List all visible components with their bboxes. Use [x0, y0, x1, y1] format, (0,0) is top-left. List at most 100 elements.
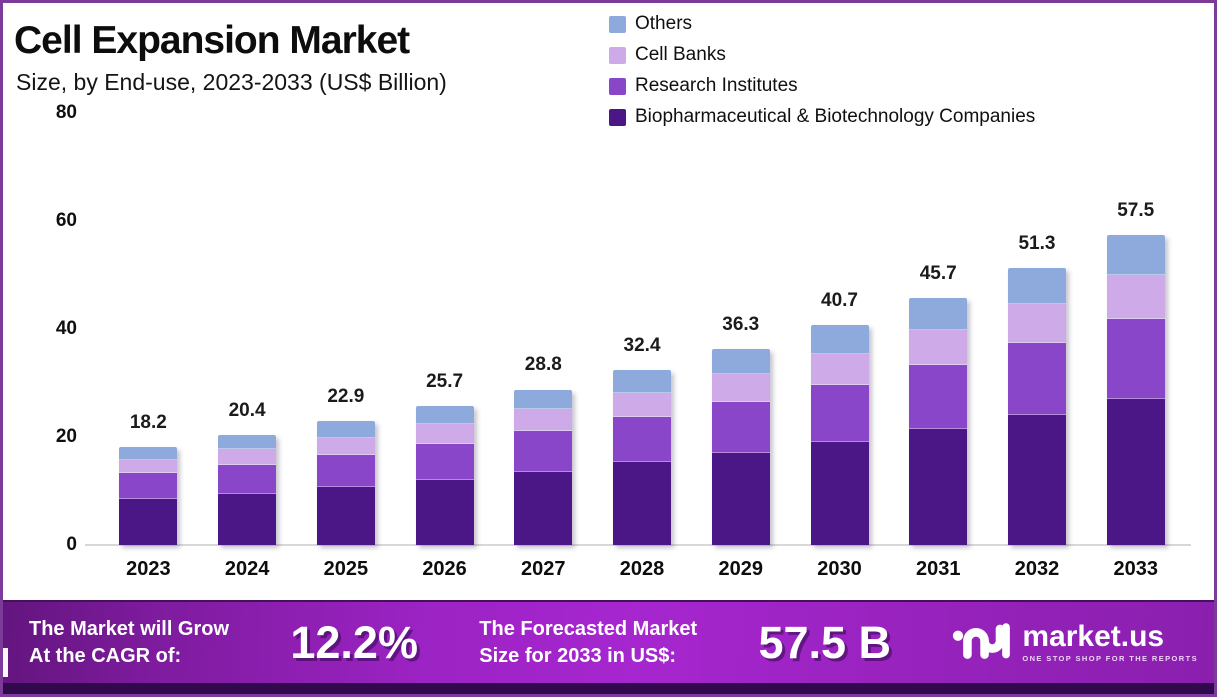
legend-swatch — [609, 15, 626, 33]
legend-swatch — [609, 108, 626, 126]
x-axis-label: 2024 — [224, 558, 270, 580]
legend-item: Biopharmaceutical & Biotechnology Compan… — [609, 106, 1035, 128]
bar-total-label: 57.5 — [1117, 199, 1155, 221]
legend-swatch — [609, 77, 626, 95]
bar-segment-cell-banks — [1106, 275, 1165, 319]
bar-stack — [1106, 234, 1165, 545]
logo-brand-name: market.us — [1022, 620, 1165, 653]
bar-stack — [415, 406, 474, 545]
legend-item: Others — [609, 13, 1035, 35]
forecast-text-line1: The Forecasted Market — [479, 617, 698, 640]
bar-segment-cell-banks — [415, 424, 474, 444]
banner-bottom-strip — [3, 683, 1214, 694]
y-tick-label: 60 — [55, 210, 77, 231]
bar-stack — [514, 389, 573, 545]
page-subtitle: Size, by End-use, 2023-2033 (US$ Billion… — [16, 69, 447, 95]
footer-banner: The Market will Grow At the CAGR of: 12.… — [3, 600, 1214, 694]
bar-segment-biopharmaceutical-biotechnology-companies — [119, 498, 178, 545]
logo-swirl-icon — [952, 617, 1012, 668]
bar-total-label: 40.7 — [821, 290, 858, 312]
chart-legend: Others Cell Banks Research Institutes Bioph… — [609, 13, 1035, 137]
y-tick-label: 40 — [55, 318, 77, 339]
logo-tagline: ONE STOP SHOP FOR THE REPORTS — [1022, 654, 1198, 663]
bar-group: 25.7 2026 — [395, 113, 494, 580]
cagr-text-line1: The Market will Grow — [29, 617, 230, 640]
bar-total-label: 28.8 — [524, 354, 562, 376]
legend-label: Biopharmaceutical & Biotechnology Compan… — [635, 106, 1036, 127]
bar-stack — [218, 434, 277, 545]
x-axis-label: 2028 — [619, 558, 665, 580]
x-axis-label: 2029 — [718, 558, 764, 580]
bar-segment-cell-banks — [1007, 304, 1066, 344]
y-axis: 0 20 40 60 80 — [3, 102, 77, 555]
bar-segment-others — [415, 406, 474, 425]
x-axis-label: 2031 — [915, 558, 961, 580]
cagr-value: 12.2% — [290, 616, 418, 668]
plot-area: 18.2 2023 20.4 2024 22.9 2025 25.7 2026 28.8 2027… — [85, 113, 1191, 580]
bar-segment-research-institutes — [909, 364, 968, 429]
bar-segment-cell-banks — [909, 330, 968, 365]
y-tick-label: 80 — [55, 102, 77, 123]
bar-segment-cell-banks — [711, 374, 770, 402]
bar-segment-research-institutes — [415, 443, 474, 480]
bar-segment-others — [218, 434, 277, 450]
bar-segment-cell-banks — [119, 459, 178, 474]
bar-total-label: 32.4 — [623, 335, 661, 357]
bar-segment-cell-banks — [218, 449, 277, 466]
bar-stack — [613, 370, 672, 545]
bar-total-label: 22.9 — [327, 386, 365, 408]
bar-segment-research-institutes — [1007, 343, 1066, 415]
bar-segment-cell-banks — [514, 409, 573, 432]
forecast-text: The Forecasted Market Size for 2033 in U… — [479, 616, 697, 670]
legend-label: Others — [635, 13, 693, 34]
legend-label: Cell Banks — [635, 44, 726, 65]
bar-segment-research-institutes — [711, 401, 770, 453]
bar-group: 18.2 2023 — [99, 113, 198, 580]
bar-segment-others — [1007, 268, 1066, 305]
bar-segment-others — [514, 389, 573, 410]
bar-segment-others — [810, 325, 869, 354]
bar-stack — [316, 421, 375, 545]
legend-item: Research Institutes — [609, 75, 1035, 97]
bar-segment-research-institutes — [218, 465, 277, 494]
bar-segment-others — [909, 298, 968, 331]
cagr-text: The Market will Grow At the CAGR of: — [29, 616, 229, 670]
bar-segment-biopharmaceutical-biotechnology-companies — [711, 452, 770, 545]
bar-segment-research-institutes — [1106, 318, 1165, 400]
x-axis-label: 2025 — [323, 558, 369, 580]
bar-segment-others — [119, 446, 178, 460]
bar-segment-biopharmaceutical-biotechnology-companies — [909, 428, 968, 545]
bar-total-label: 20.4 — [228, 399, 266, 421]
bar-segment-biopharmaceutical-biotechnology-companies — [415, 479, 474, 545]
brand-logo: market.us ONE STOP SHOP FOR THE REPORTS — [952, 617, 1198, 668]
bar-group: 20.4 2024 — [198, 113, 297, 580]
bar-group: 28.8 2027 — [494, 113, 593, 580]
forecast-text-line2: Size for 2033 in US$: — [479, 644, 677, 667]
x-axis-label: 2023 — [126, 558, 171, 580]
bar-total-label: 36.3 — [722, 313, 760, 335]
bar-stack — [711, 349, 770, 545]
bar-stack — [119, 446, 178, 545]
bar-segment-biopharmaceutical-biotechnology-companies — [316, 487, 375, 545]
bar-total-label: 18.2 — [129, 411, 167, 433]
x-axis-label: 2032 — [1014, 558, 1060, 580]
bar-total-label: 51.3 — [1018, 232, 1056, 254]
legend-label: Research Institutes — [635, 75, 798, 96]
bar-segment-others — [316, 421, 375, 438]
y-tick-label: 0 — [66, 534, 77, 555]
bar-segment-biopharmaceutical-biotechnology-companies — [613, 462, 672, 545]
bar-stack — [909, 298, 968, 545]
bar-segment-research-institutes — [119, 473, 178, 499]
cagr-text-line2: At the CAGR of: — [29, 644, 182, 667]
bar-group: 36.3 2029 — [691, 113, 790, 580]
x-axis-label: 2033 — [1113, 558, 1158, 580]
bar-segment-biopharmaceutical-biotechnology-companies — [1106, 399, 1165, 545]
bar-segment-research-institutes — [613, 417, 672, 463]
bar-group: 51.3 2032 — [988, 113, 1087, 580]
bar-segment-others — [1106, 234, 1165, 276]
bar-segment-biopharmaceutical-biotechnology-companies — [1007, 414, 1066, 545]
forecast-value: 57.5 B — [758, 616, 892, 668]
bar-group: 32.4 2028 — [593, 113, 692, 580]
bar-segment-cell-banks — [810, 353, 869, 385]
